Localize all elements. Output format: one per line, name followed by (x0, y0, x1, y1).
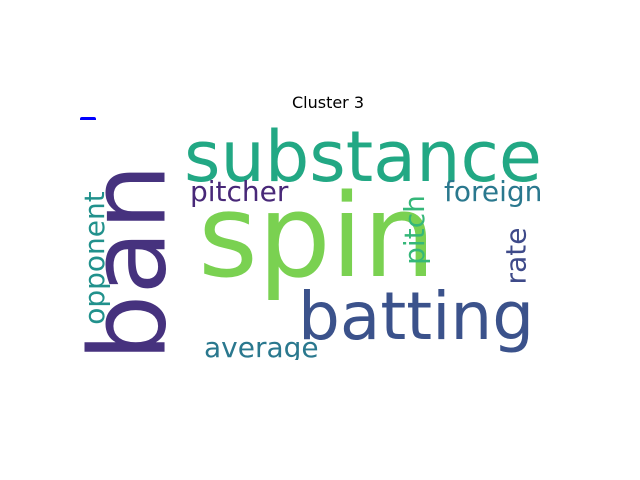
word-opponent: opponent (80, 191, 111, 325)
word-pitcher: pitcher (190, 175, 289, 208)
word-cloud: spin ban substance batting pitcher forei… (80, 120, 576, 360)
word-substance: substance (184, 120, 542, 198)
word-spin: spin (198, 170, 436, 304)
word-rate: rate (499, 227, 533, 285)
word-batting: batting (298, 278, 535, 355)
word-foreign: foreign (444, 175, 543, 208)
word-average: average (204, 331, 319, 361)
word-pitch: pitch (397, 195, 431, 265)
chart-title: Cluster 3 (291, 93, 365, 112)
